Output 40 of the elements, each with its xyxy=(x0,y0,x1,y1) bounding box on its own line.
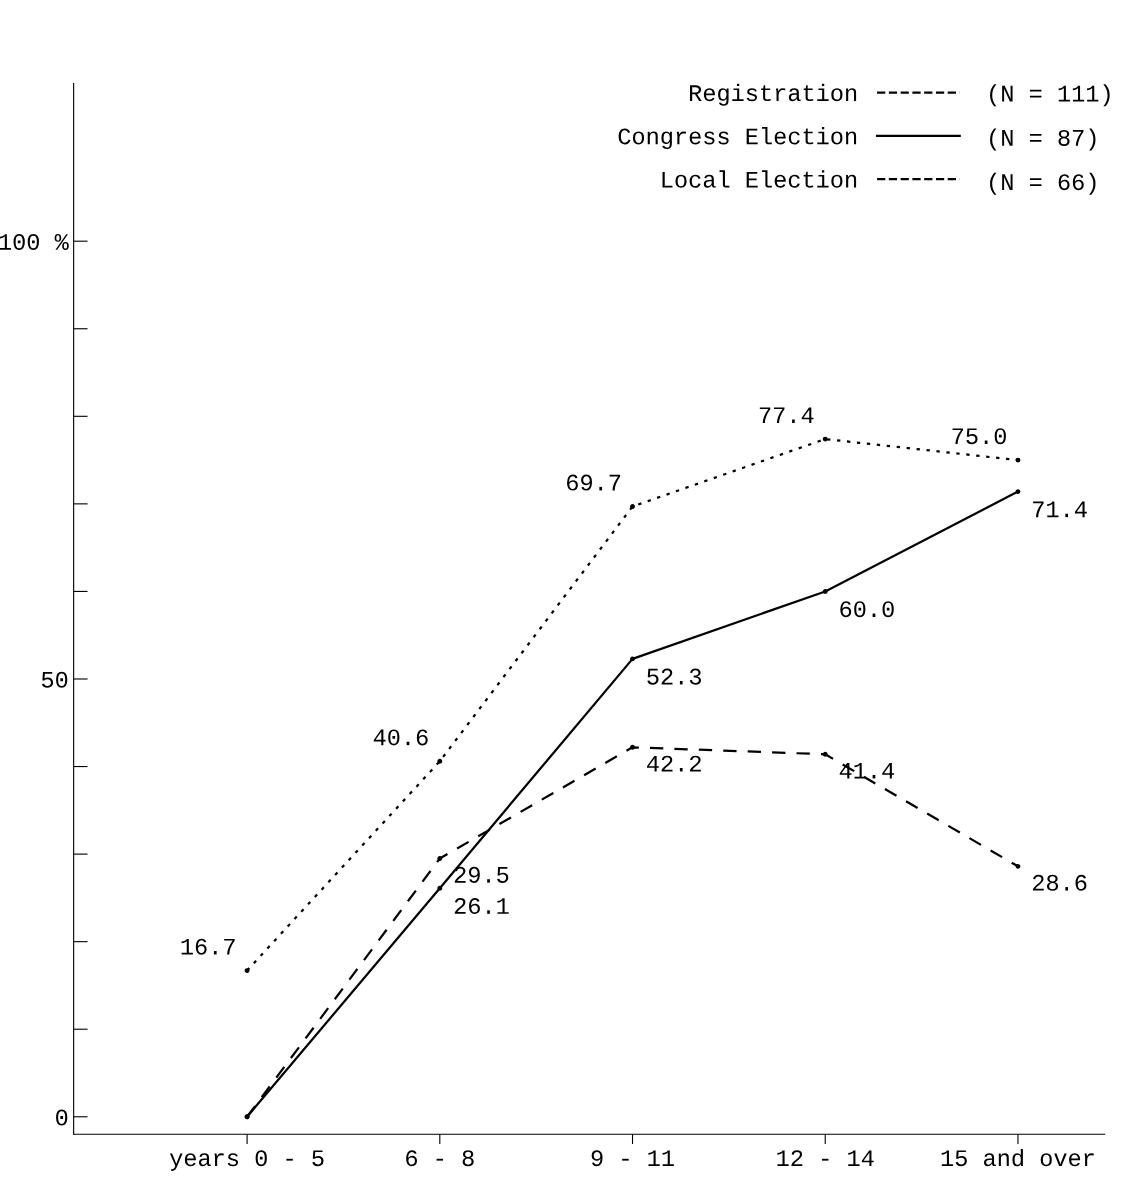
point xyxy=(244,968,250,973)
point xyxy=(437,758,443,764)
y-tick-label: 100 % xyxy=(0,233,69,250)
data-label: 60.0 xyxy=(840,601,894,618)
y-tick-label: 50 xyxy=(41,671,68,688)
data-label: 69.7 xyxy=(567,474,621,491)
data-label: 75.0 xyxy=(952,428,1006,445)
point xyxy=(630,744,635,750)
x-tick-label: 6 - 8 xyxy=(406,1150,474,1167)
data-label: 29.5 xyxy=(454,866,509,883)
annotation: (N = 66) xyxy=(990,172,1096,195)
point xyxy=(1015,863,1021,869)
point xyxy=(437,856,443,861)
point xyxy=(630,504,635,509)
annotation: (N = 111) xyxy=(990,84,1110,107)
point xyxy=(1015,457,1021,463)
data-label: 16.7 xyxy=(181,938,235,955)
point xyxy=(822,751,828,757)
y-tick-label: 0 xyxy=(56,1109,68,1126)
annotation: (N = 87) xyxy=(990,128,1096,151)
legend-label: Registration xyxy=(690,83,857,106)
data-label: 28.6 xyxy=(1032,874,1087,891)
point xyxy=(822,588,828,594)
point xyxy=(1015,489,1021,495)
data-label: 77.4 xyxy=(759,407,814,423)
data-label: 71.4 xyxy=(1033,501,1087,518)
legend-label: Local Election xyxy=(662,170,857,188)
legend-label: Congress Election xyxy=(618,127,857,150)
data-label: 42.2 xyxy=(647,755,701,772)
data-label: 40.6 xyxy=(373,729,428,746)
x-tick-label: 9 - 11 xyxy=(591,1150,674,1167)
data-label: 41.4 xyxy=(839,762,895,779)
x-tick-label: 12 - 14 xyxy=(777,1150,874,1166)
point xyxy=(630,656,635,662)
point xyxy=(437,885,443,891)
data-label: 52.3 xyxy=(647,668,702,685)
x-tick-label: years 0 - 5 xyxy=(169,1150,324,1171)
data-label: 26.1 xyxy=(454,898,509,915)
x-tick-label: 15 and over xyxy=(941,1148,1094,1167)
point xyxy=(822,436,828,442)
